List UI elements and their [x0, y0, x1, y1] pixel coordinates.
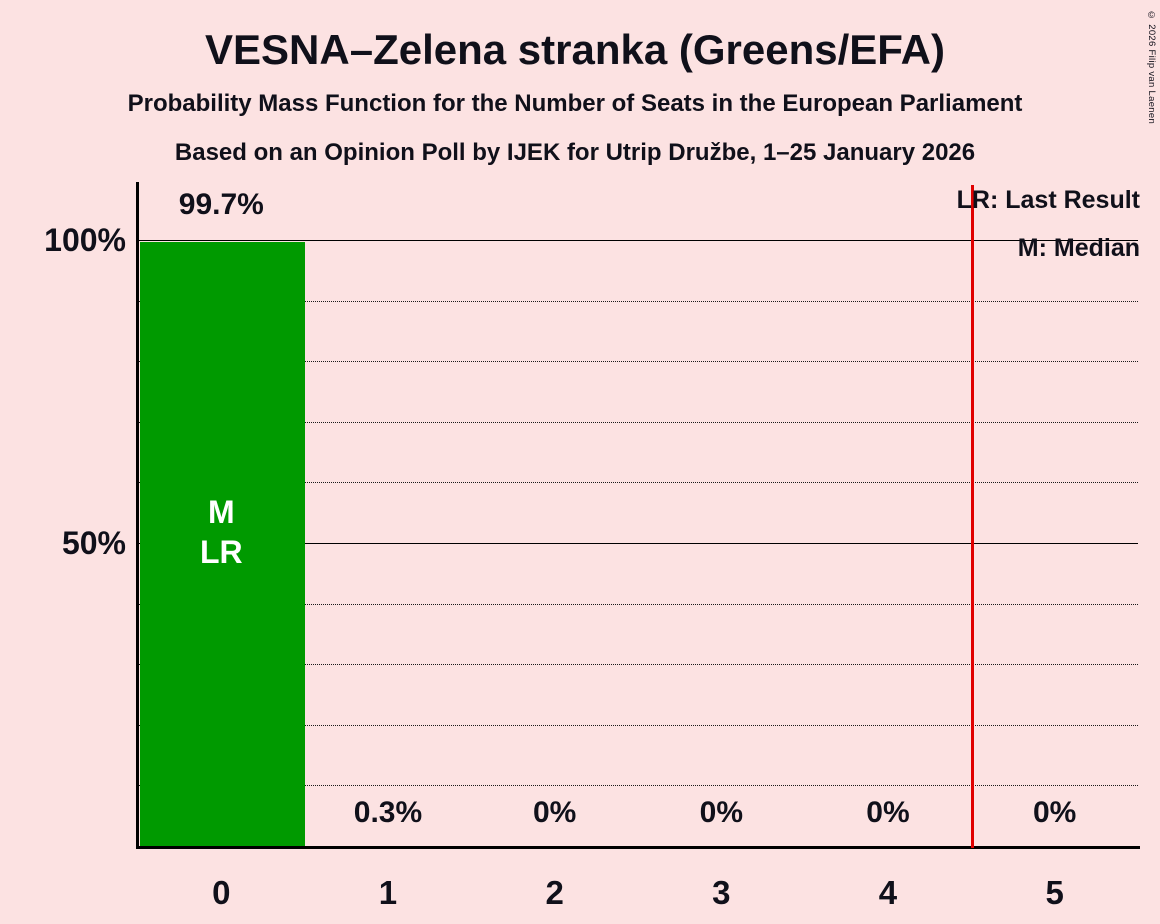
gridline-30-percent [138, 664, 1138, 666]
value-label-seats-5: 0% [1032, 796, 1077, 829]
gridline-20-percent [138, 724, 1138, 726]
x-axis-tick-label-0: 0 [212, 874, 231, 911]
legend-last-result: LR: Last Result [956, 186, 1140, 214]
x-axis-tick-label-2: 2 [545, 874, 564, 911]
gridline-40-percent [138, 603, 1138, 605]
chart-subtitle: Probability Mass Function for the Number… [127, 90, 1023, 117]
gridline-80-percent [138, 361, 1138, 363]
value-label-seats-1: 0.3% [353, 796, 423, 829]
y-axis-tick-label-50: 50% [61, 525, 126, 561]
x-axis-tick-label-3: 3 [712, 874, 731, 911]
chart-poll-source: Based on an Opinion Poll by IJEK for Utr… [174, 139, 976, 166]
value-label-seats-3: 0% [699, 796, 743, 829]
y-axis-tick-label-100: 100% [44, 222, 126, 258]
value-label-seats-4: 0% [866, 796, 910, 829]
gridline-90-percent [138, 300, 1138, 302]
bar-seats-0 [140, 241, 305, 846]
legend-median: M: Median [1017, 234, 1140, 262]
median-last-result-annotation: M LR [138, 492, 305, 572]
copyright-notice: © 2026 Filip van Laenen [1146, 10, 1157, 125]
majority-threshold-line [971, 185, 974, 848]
y-axis-line [136, 182, 139, 848]
x-axis-tick-label-4: 4 [878, 874, 898, 911]
gridline-60-percent [138, 482, 1138, 484]
gridline-10-percent [138, 785, 1138, 787]
chart-title: VESNA–Zelena stranka (Greens/EFA) [205, 26, 945, 73]
x-axis-line [136, 846, 1140, 849]
value-label-seats-2: 0% [532, 796, 577, 829]
bar-annotation-line: M [208, 494, 235, 530]
x-axis-tick-label-5: 5 [1045, 874, 1064, 911]
bar-annotation-line: LR [200, 534, 243, 570]
gridline-70-percent [138, 421, 1138, 423]
x-axis-tick-label-1: 1 [378, 874, 398, 911]
gridline-100-percent [138, 240, 1138, 241]
value-label-seats-0: 99.7% [178, 187, 264, 221]
gridline-50-percent [138, 543, 1138, 544]
